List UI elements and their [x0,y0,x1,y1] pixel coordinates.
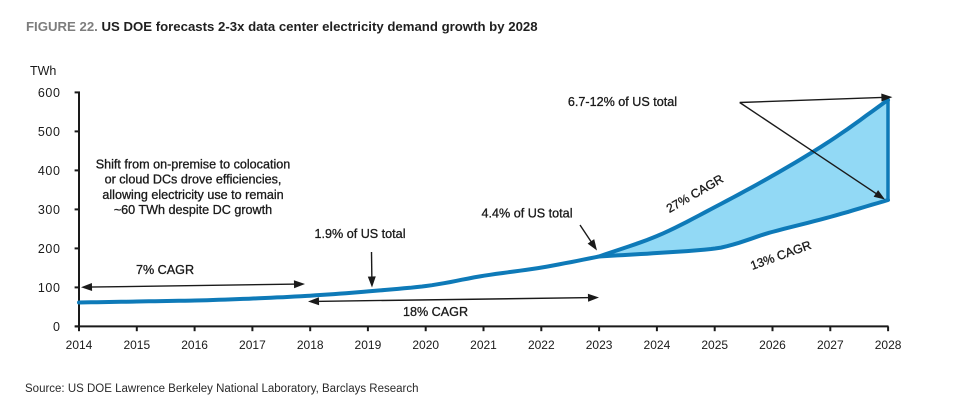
svg-text:4.4% of US total: 4.4% of US total [481,207,572,221]
svg-text:2022: 2022 [528,338,555,352]
svg-text:FIGURE 22. US DOE forecasts 2-: FIGURE 22. US DOE forecasts 2-3x data ce… [26,19,538,34]
svg-text:7% CAGR: 7% CAGR [136,263,194,277]
svg-text:2027: 2027 [817,338,844,352]
svg-text:2017: 2017 [239,338,266,352]
svg-text:allowing electricity use to re: allowing electricity use to remain [102,188,283,202]
svg-text:~60 TWh despite DC growth: ~60 TWh despite DC growth [114,203,272,217]
svg-text:1.9% of US total: 1.9% of US total [314,227,405,241]
svg-text:or cloud DCs drove efficiencie: or cloud DCs drove efficiencies, [105,173,282,187]
svg-text:2028: 2028 [875,338,902,352]
svg-text:2018: 2018 [297,338,324,352]
svg-text:2023: 2023 [586,338,613,352]
svg-text:2026: 2026 [759,338,786,352]
svg-text:100: 100 [38,281,61,295]
svg-text:2020: 2020 [412,338,439,352]
svg-text:2021: 2021 [470,338,497,352]
svg-text:2014: 2014 [66,338,93,352]
svg-text:500: 500 [38,125,61,139]
svg-text:400: 400 [38,164,61,178]
svg-text:2025: 2025 [701,338,728,352]
svg-text:6.7-12% of US total: 6.7-12% of US total [568,95,677,109]
svg-text:2016: 2016 [181,338,208,352]
svg-text:2019: 2019 [355,338,382,352]
svg-text:300: 300 [38,203,61,217]
svg-text:TWh: TWh [30,64,56,78]
svg-text:18% CAGR: 18% CAGR [403,305,468,319]
svg-text:200: 200 [38,242,61,256]
svg-text:2024: 2024 [644,338,671,352]
svg-text:600: 600 [38,86,61,100]
svg-text:0: 0 [53,320,61,334]
svg-text:Shift from on-premise to coloc: Shift from on-premise to colocation [96,158,291,172]
svg-text:Source: US DOE Lawrence Berkel: Source: US DOE Lawrence Berkeley Nationa… [25,383,419,395]
svg-text:2015: 2015 [123,338,150,352]
